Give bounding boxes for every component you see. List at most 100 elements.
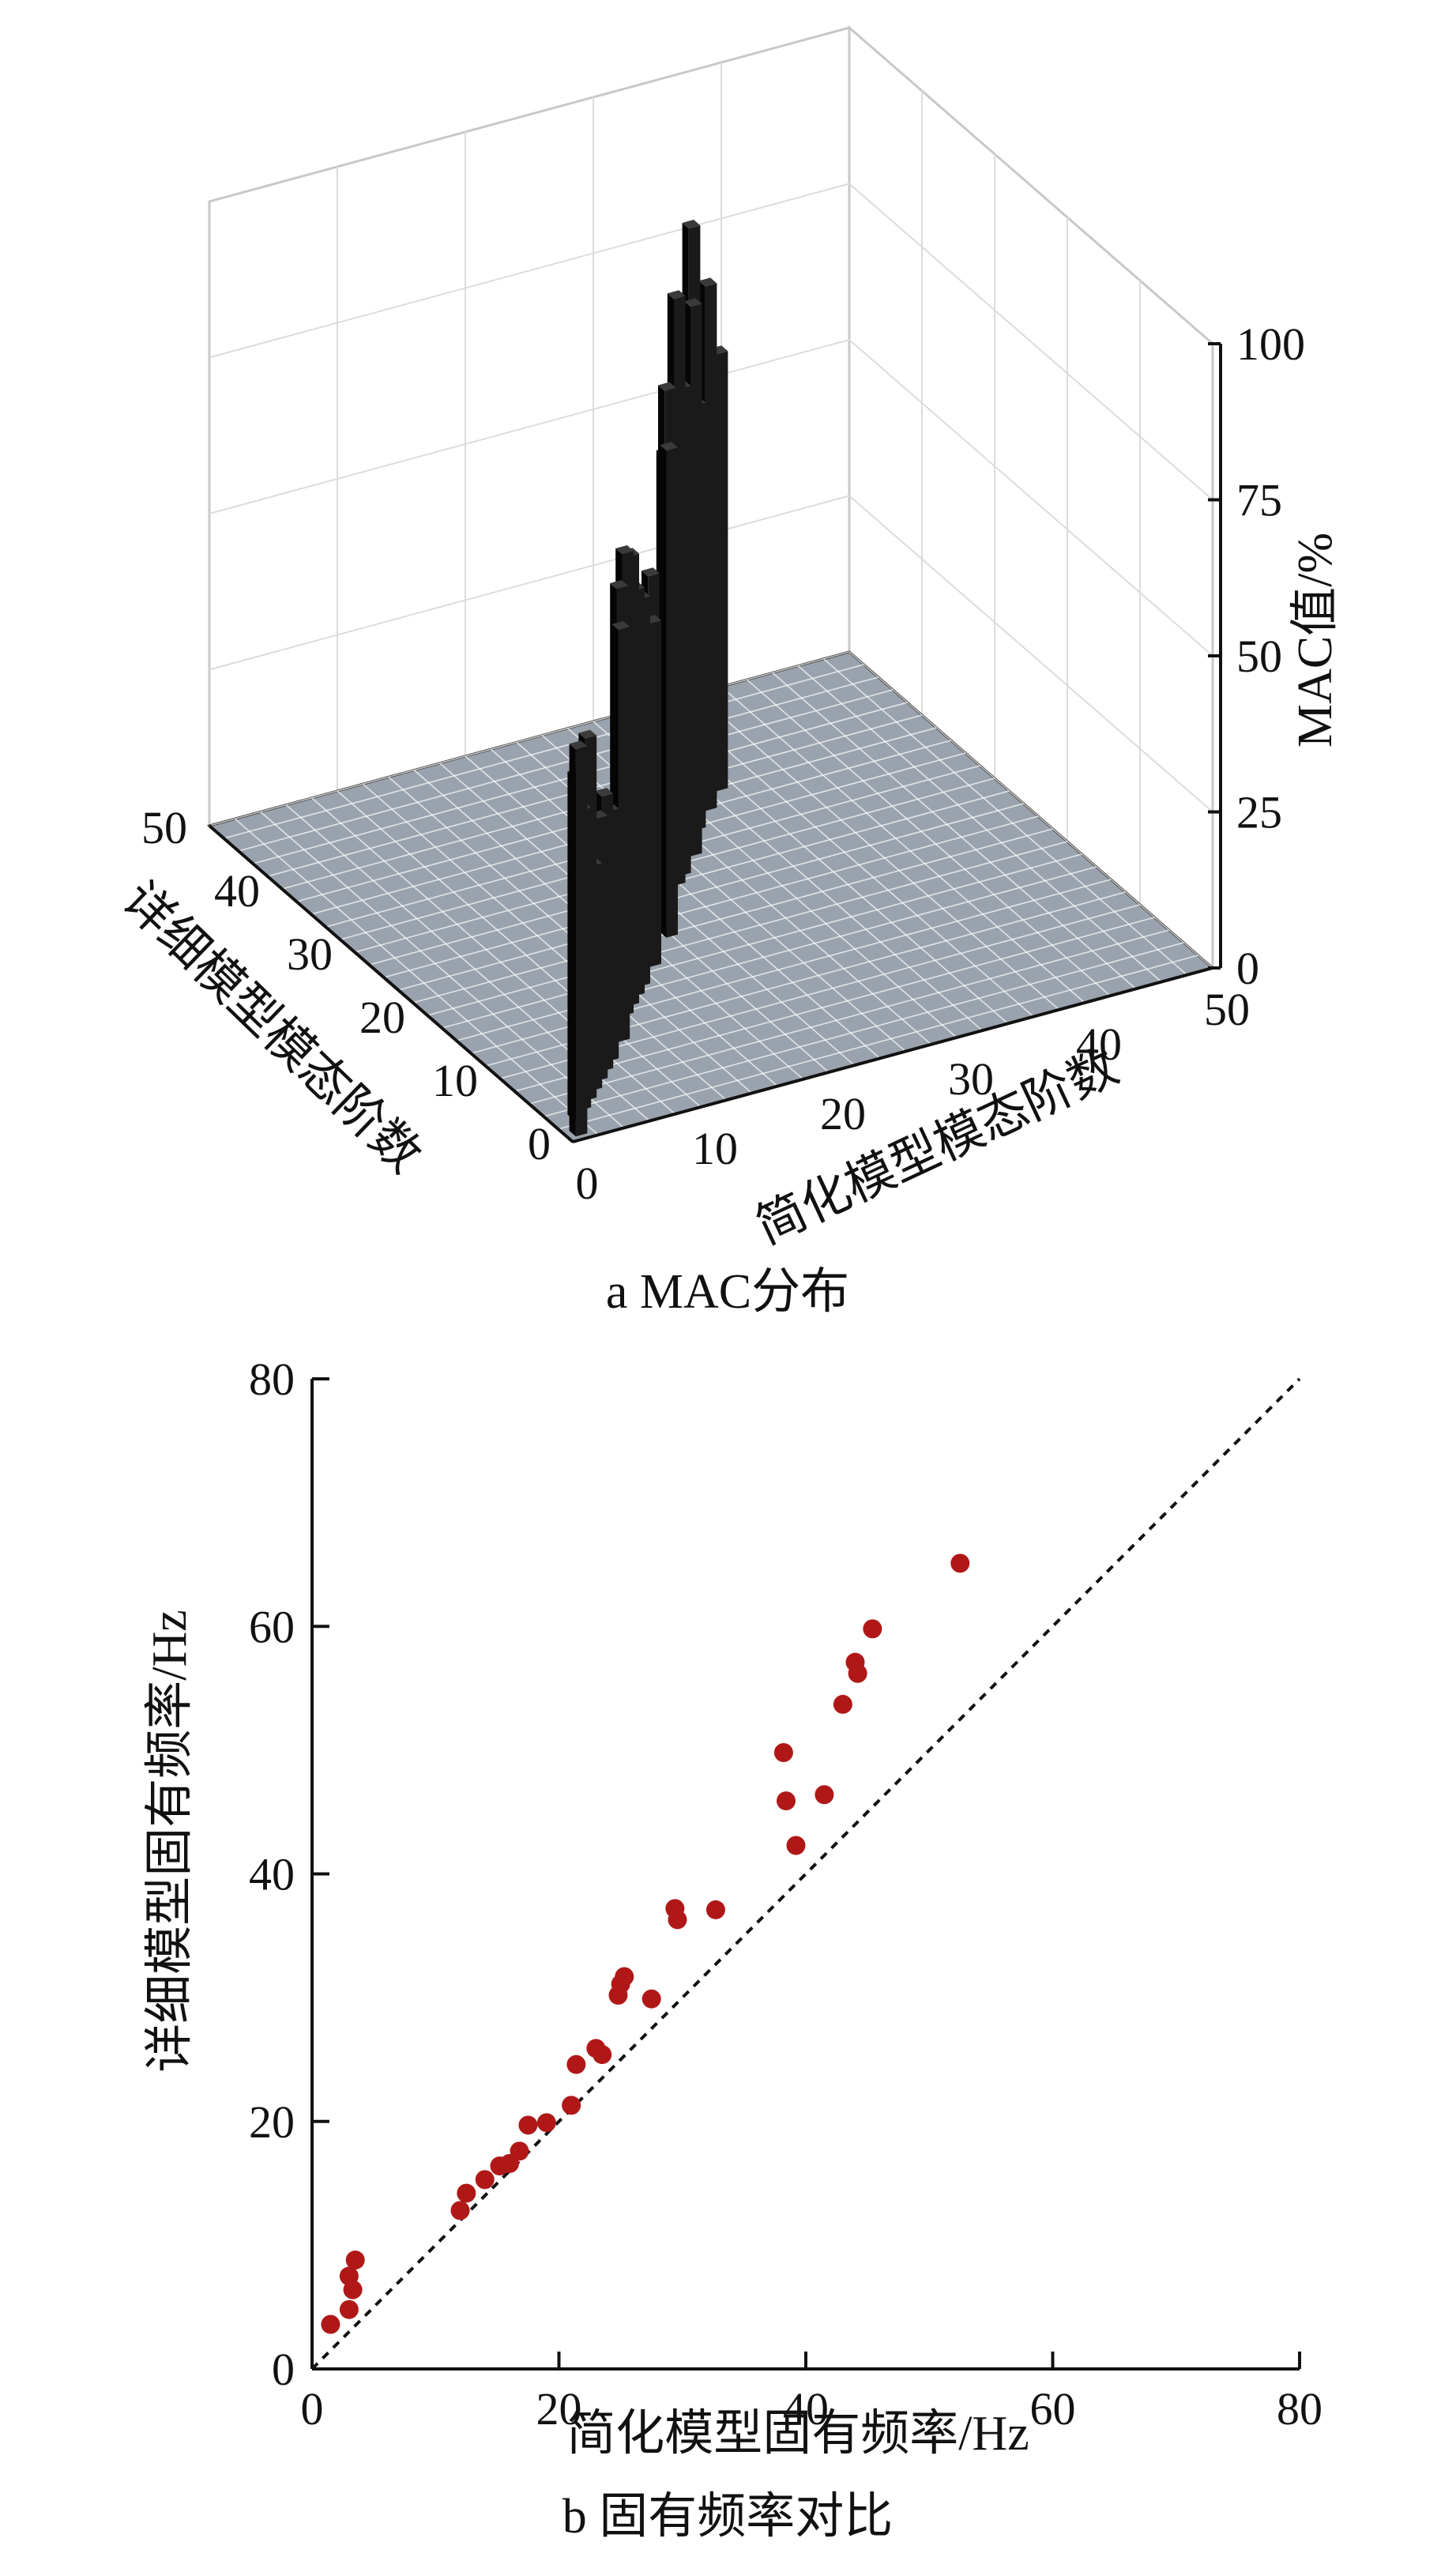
floor-gridline (823, 658, 1188, 976)
floor-gridline (397, 815, 1039, 991)
y-tick-label: 10 (432, 1055, 478, 1106)
mac-bar-top (569, 740, 588, 750)
scatter-point (815, 1785, 834, 1805)
floor-gridline (427, 841, 1068, 1016)
floor-gridline (362, 783, 727, 1101)
wall-gridline (209, 183, 1213, 501)
scatter-point (518, 2115, 538, 2135)
x-axis-label: 简化模型固有频率/Hz (566, 2407, 1029, 2461)
x-tick-label: 10 (692, 1123, 738, 1174)
floor-gridline (669, 699, 1034, 1018)
scatter-point (510, 2141, 529, 2161)
floor-gridline (529, 929, 1170, 1105)
y-axis-label: 详细模型固有频率/Hz (143, 1610, 197, 2073)
mac-bar-face (618, 627, 630, 1042)
floor-gridline (337, 790, 702, 1108)
scatter-points (321, 1553, 970, 2334)
mac-bar-face (716, 351, 728, 792)
floor-gridline (541, 734, 906, 1053)
x-tick-label: 20 (820, 1088, 866, 1139)
mac-bar-top (698, 277, 717, 287)
x-tick-labels: 0 10 20 30 40 50 (576, 984, 1251, 1209)
z-tick-label: 75 (1236, 475, 1282, 526)
frequency-comparison-chart: 0 20 40 60 80 0 20 40 60 80 简化模型固有频率/Hz 详细模型固有频率… (143, 1354, 1322, 2544)
scatter-point (786, 1836, 806, 1855)
scatter-point (345, 2250, 365, 2270)
scatter-point (615, 1967, 634, 1986)
mac-bar-top (610, 580, 628, 589)
scatter-point (566, 2054, 586, 2074)
floor-gridline (412, 828, 1053, 1004)
caption-a: a MAC分布 (606, 1265, 849, 1319)
x-tick-label: 0 (576, 1158, 599, 1209)
mac-bar-top (615, 545, 634, 555)
x-tick-label: 50 (1204, 984, 1250, 1035)
y-tick-label: 40 (249, 1849, 295, 1900)
scatter-point (668, 1910, 687, 1930)
scatter-point (777, 1791, 796, 1811)
x-axis-line (572, 966, 1213, 1143)
y-tick-label: 50 (141, 802, 187, 853)
mac-bar-top (683, 298, 702, 307)
mac-bar (660, 442, 678, 938)
y-tick-labels: 0 20 40 60 80 (249, 1354, 329, 2395)
x-tick-label: 60 (1030, 2383, 1076, 2435)
floor-gridline (369, 790, 1010, 966)
floor-gridline (772, 672, 1137, 990)
mac-bar-top (578, 729, 597, 739)
y-axis-line (208, 824, 574, 1143)
scatter-point (339, 2299, 359, 2319)
floor-gridline (695, 693, 1060, 1011)
floor-gridline (514, 917, 1155, 1092)
x-tick-label: 20 (536, 2383, 582, 2435)
z-tick-label: 0 (1236, 943, 1259, 994)
wall-gridline (209, 495, 1213, 813)
y-tick-label: 30 (287, 928, 333, 980)
y-tick-label: 20 (359, 992, 405, 1043)
y-tick-label: 40 (214, 865, 260, 917)
mac-bar-top (611, 621, 630, 631)
scatter-point (343, 2280, 363, 2299)
x-tick-labels: 0 20 40 60 80 (301, 2352, 1322, 2435)
mac-bar-face (705, 283, 717, 812)
scatter-point (773, 1743, 793, 1763)
y-tick-labels: 0 10 20 30 40 50 (141, 802, 551, 1169)
x-tick-label: 40 (1076, 1019, 1122, 1070)
caption-b: b 固有频率对比 (562, 2490, 894, 2544)
mac-bar-face (666, 447, 678, 938)
z-tick-label: 25 (1236, 787, 1282, 838)
reference-line-y-equals-x (310, 1377, 1301, 2371)
mac-bar-face (569, 744, 576, 1137)
mac-bar-face (690, 303, 702, 857)
floor-gridline (238, 676, 879, 852)
floor-gridline (224, 664, 864, 839)
mac-bar-top (667, 290, 686, 299)
x-tick-label: 30 (948, 1053, 994, 1105)
scatter-point (457, 2183, 476, 2203)
scatter-point (833, 1694, 852, 1714)
z-tick-labels: 0 25 50 75 100 (1208, 318, 1305, 994)
z-tick-label: 100 (1236, 318, 1305, 370)
mac-bar-top (658, 382, 676, 391)
y-tick-label: 80 (249, 1354, 295, 1405)
scatter-point (593, 2045, 612, 2065)
y-tick-label: 0 (272, 2344, 295, 2395)
scatter-point (863, 1619, 882, 1639)
floor-gridline (746, 679, 1111, 996)
scatter-point (536, 2113, 556, 2133)
scatter-point (641, 1989, 661, 2009)
x-tick-label: 80 (1277, 2383, 1322, 2435)
floor-gridline (260, 811, 625, 1129)
y-tick-label: 60 (249, 1601, 295, 1652)
floor-gridline (234, 818, 599, 1135)
mac-bar-face (575, 746, 588, 1137)
floor-gridline (456, 866, 1097, 1041)
x-tick-label: 40 (783, 2383, 829, 2435)
scatter-point (450, 2201, 470, 2220)
floor-gridline (209, 651, 850, 827)
mac-bar-top (641, 567, 660, 577)
mac-bar-face (660, 445, 667, 938)
mac-bar (569, 740, 588, 1137)
x-tick-label: 0 (301, 2383, 324, 2435)
